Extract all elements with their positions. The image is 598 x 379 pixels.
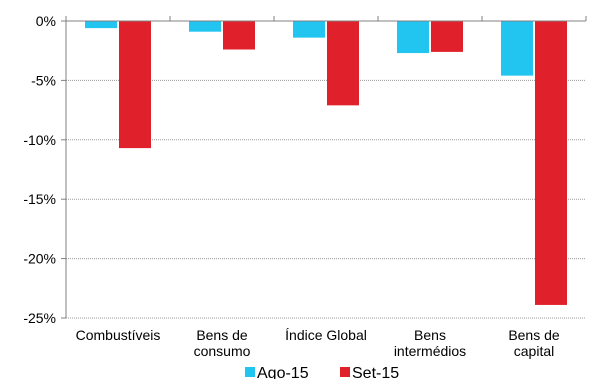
- category-label: Bens de consumo: [194, 327, 251, 359]
- gridlines: [66, 79, 586, 319]
- category-label-line: Bens: [414, 327, 446, 343]
- category-label: Índice Global: [285, 327, 367, 343]
- category-label-line: Combustíveis: [76, 327, 161, 343]
- legend: Ago-15 Set-15: [245, 365, 399, 379]
- category-label: Bens de capital: [508, 327, 560, 359]
- bar-set-15: [327, 21, 359, 106]
- category-label-line: intermédios: [394, 343, 466, 359]
- y-tick-label: -20%: [23, 251, 56, 267]
- bar-set-15: [431, 21, 463, 52]
- legend-label: Set-15: [352, 365, 399, 379]
- y-tick-label: 0%: [36, 13, 56, 29]
- legend-label: Ago-15: [257, 365, 309, 379]
- y-tick-label: -25%: [23, 310, 56, 326]
- legend-swatch: [340, 367, 350, 377]
- bar-ago-15: [85, 21, 117, 29]
- category-label-line: Bens de: [508, 327, 560, 343]
- category-label: Bens intermédios: [394, 327, 466, 359]
- bar-set-15: [119, 21, 151, 149]
- category-label-line: consumo: [194, 343, 251, 359]
- bar-ago-15: [293, 21, 325, 38]
- bar-ago-15: [501, 21, 533, 76]
- category-label: Combustíveis: [76, 327, 161, 343]
- y-tick-label: -10%: [23, 132, 56, 148]
- category-label-line: Índice Global: [285, 327, 367, 343]
- y-axis: 0% -5% -10% -15% -20% -25%: [23, 13, 67, 326]
- bar-ago-15: [397, 21, 429, 54]
- y-tick-label: -5%: [31, 72, 56, 88]
- bar-ago-15: [189, 21, 221, 32]
- legend-swatch: [245, 367, 255, 377]
- bar-set-15: [223, 21, 255, 50]
- category-label-line: capital: [514, 343, 554, 359]
- category-label-line: Bens de: [196, 327, 248, 343]
- bar-set-15: [535, 21, 567, 305]
- bars: [85, 21, 567, 305]
- y-tick-label: -15%: [23, 191, 56, 207]
